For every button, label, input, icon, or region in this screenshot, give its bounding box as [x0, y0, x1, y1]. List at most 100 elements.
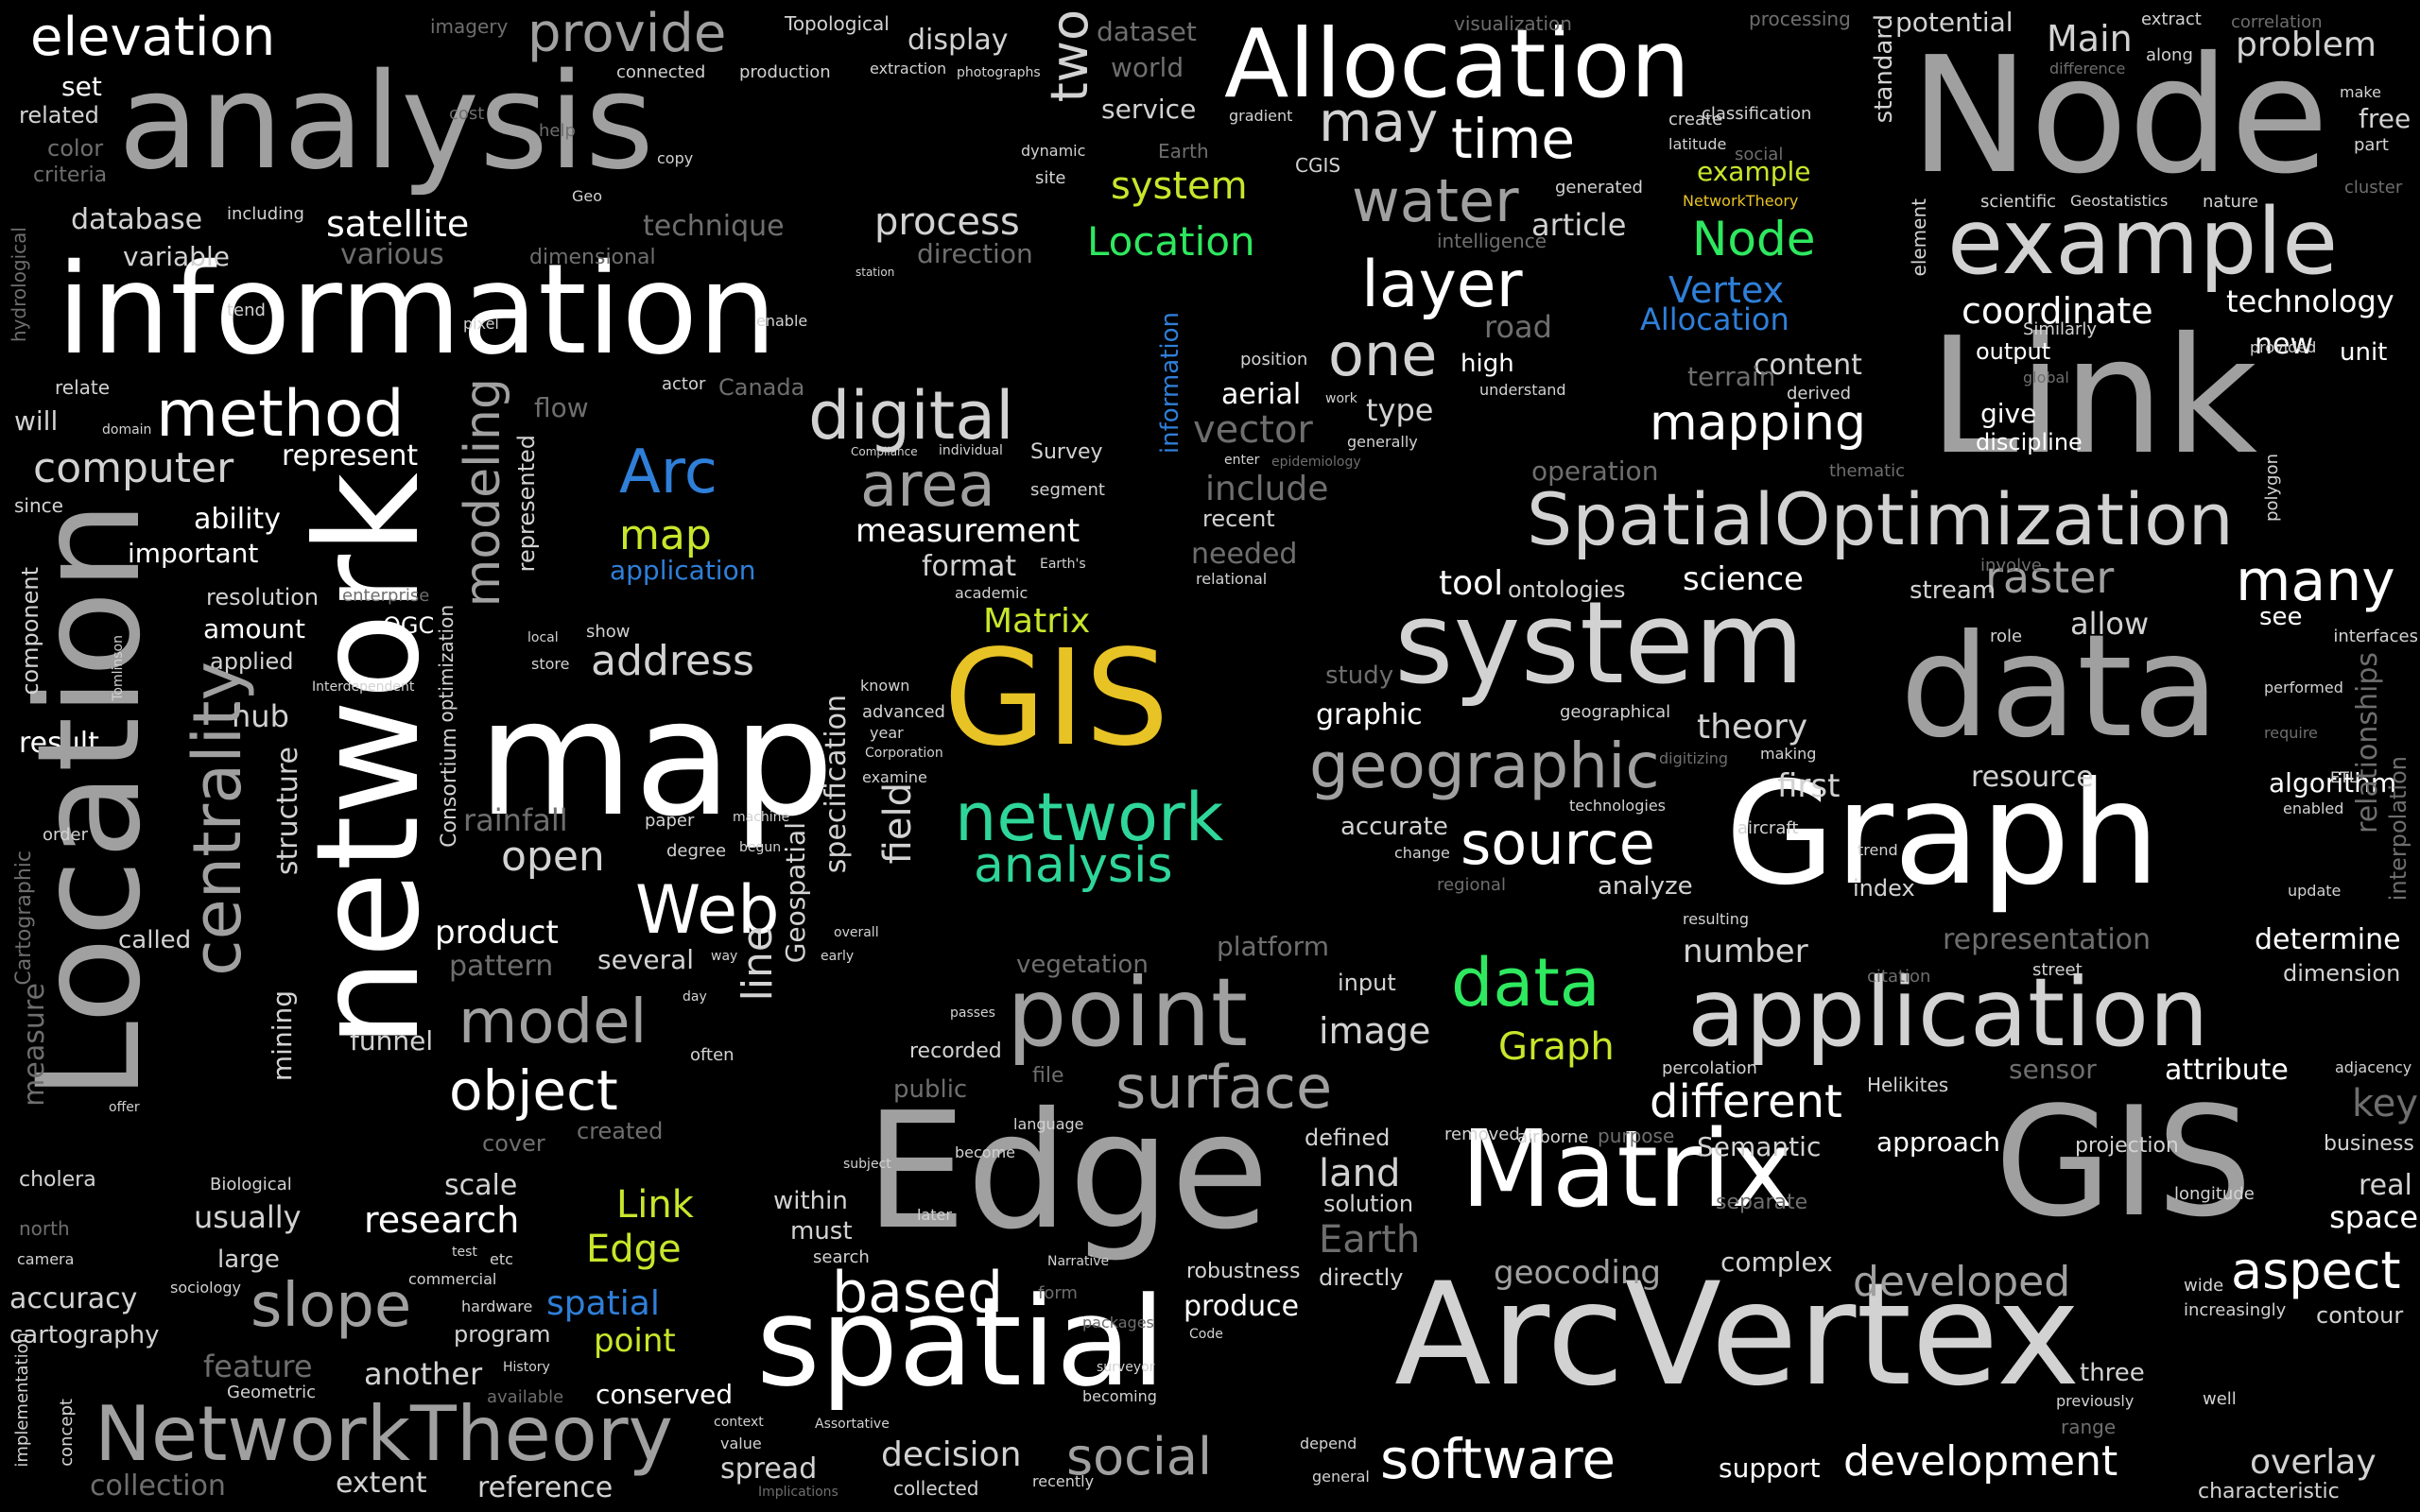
- cloud-word: display: [908, 24, 1009, 57]
- cloud-word: must: [790, 1217, 853, 1246]
- cloud-word: complex: [1720, 1246, 1833, 1278]
- cloud-word: Edge: [586, 1228, 682, 1271]
- cloud-word: extraction: [870, 60, 947, 77]
- cloud-word: raster: [1985, 552, 2115, 603]
- cloud-word: Node: [1910, 23, 2329, 210]
- cloud-word: overlay: [2250, 1443, 2377, 1482]
- cloud-word: tend: [227, 301, 266, 320]
- cloud-word: role: [1990, 627, 2023, 646]
- cloud-word: collected: [893, 1477, 979, 1500]
- cloud-word: search: [813, 1247, 870, 1267]
- cloud-word: Implications: [758, 1485, 838, 1500]
- cloud-word: two: [1040, 9, 1099, 103]
- cloud-word: enable: [756, 312, 808, 330]
- cloud-word: process: [874, 200, 1020, 244]
- cloud-word: platform: [1217, 931, 1329, 962]
- cloud-word: flow: [534, 392, 589, 423]
- cloud-word: implementation: [12, 1332, 32, 1468]
- cloud-word: spatial: [756, 1270, 1166, 1414]
- cloud-word: separate: [1716, 1191, 1808, 1214]
- cloud-word: type: [1366, 392, 1434, 428]
- cloud-word: Similarly: [2023, 319, 2098, 339]
- cloud-word: program: [454, 1321, 551, 1348]
- cloud-word: important: [128, 538, 259, 569]
- cloud-word: mining: [267, 990, 298, 1082]
- cloud-word: GIS: [1995, 1074, 2253, 1250]
- cloud-word: many: [2236, 548, 2395, 614]
- cloud-word: position: [1240, 350, 1308, 369]
- cloud-word: extent: [336, 1467, 427, 1500]
- cloud-word: application: [610, 555, 756, 586]
- cloud-word: various: [340, 238, 444, 271]
- cloud-word: Consortium: [438, 728, 461, 848]
- cloud-word: may: [1319, 90, 1439, 154]
- cloud-word: processing: [1749, 8, 1851, 30]
- cloud-word: well: [2203, 1389, 2237, 1409]
- cloud-word: Earth: [1158, 140, 1209, 163]
- cloud-word: conserved: [596, 1379, 734, 1410]
- cloud-word: element: [1908, 198, 1930, 277]
- cloud-word: area: [860, 451, 995, 521]
- cloud-word: Edge: [865, 1078, 1270, 1265]
- cloud-word: nature: [2203, 192, 2258, 212]
- cloud-word: called: [118, 926, 192, 954]
- cloud-word: image: [1319, 1010, 1431, 1052]
- cloud-word: machine: [733, 810, 790, 825]
- cloud-word: allow: [2070, 606, 2150, 642]
- cloud-word: Link: [1928, 303, 2258, 490]
- cloud-word: involve: [1980, 556, 2042, 576]
- cloud-word: business: [2324, 1132, 2414, 1156]
- cloud-word: hardware: [461, 1297, 533, 1315]
- cloud-word: network: [286, 472, 451, 1049]
- cloud-word: recorded: [909, 1040, 1002, 1063]
- cloud-word: paper: [645, 811, 695, 831]
- cloud-word: sociology: [170, 1279, 242, 1297]
- cloud-word: Vertex: [1668, 269, 1785, 311]
- cloud-word: generally: [1347, 433, 1418, 451]
- cloud-word: method: [156, 377, 405, 452]
- cloud-word: mapping: [1650, 395, 1866, 452]
- cloud-word: require: [2264, 724, 2318, 742]
- cloud-word: tool: [1439, 564, 1504, 603]
- cloud-word: Narrative: [1047, 1254, 1110, 1269]
- cloud-word: ArcVertex: [1394, 1253, 2081, 1418]
- cloud-word: collection: [90, 1469, 226, 1503]
- cloud-word: local: [527, 630, 559, 645]
- cloud-word: software: [1380, 1427, 1616, 1491]
- cloud-word: thematic: [1829, 461, 1906, 481]
- cloud-word: pixel: [463, 315, 499, 333]
- cloud-word: previously: [2056, 1392, 2135, 1410]
- cloud-word: Cartographic: [12, 850, 36, 986]
- cloud-word: scientific: [1980, 192, 2057, 212]
- cloud-word: created: [577, 1118, 664, 1144]
- cloud-word: elevation: [30, 7, 276, 68]
- cloud-word: OGC: [383, 612, 435, 639]
- cloud-word: individual: [939, 443, 1003, 458]
- cloud-word: data: [1900, 605, 2220, 769]
- cloud-word: aspect: [2231, 1241, 2401, 1300]
- cloud-word: several: [597, 944, 695, 975]
- cloud-word: example: [1697, 156, 1811, 187]
- cloud-word: etc: [490, 1250, 513, 1268]
- cloud-word: ontologies: [1508, 576, 1626, 603]
- cloud-word: study: [1325, 662, 1394, 690]
- cloud-word: centrality: [179, 662, 256, 976]
- cloud-word: resulting: [1683, 910, 1750, 928]
- cloud-word: solution: [1323, 1191, 1414, 1217]
- cloud-word: system: [1111, 164, 1248, 208]
- cloud-word: Earth: [1319, 1218, 1421, 1262]
- cloud-word: world: [1111, 52, 1184, 83]
- cloud-word: index: [1853, 875, 1915, 902]
- cloud-word: year: [870, 724, 904, 742]
- cloud-word: language: [1013, 1115, 1084, 1133]
- cloud-word: address: [591, 637, 754, 685]
- cloud-word: station: [856, 266, 895, 279]
- cloud-word: surface: [1115, 1053, 1333, 1122]
- cloud-word: geographical: [1560, 702, 1671, 722]
- cloud-word: airborne: [1517, 1127, 1589, 1147]
- cloud-word: point: [1007, 957, 1249, 1068]
- cloud-word: set: [61, 71, 102, 102]
- cloud-word: will: [14, 405, 59, 437]
- cloud-word: new: [2255, 328, 2314, 361]
